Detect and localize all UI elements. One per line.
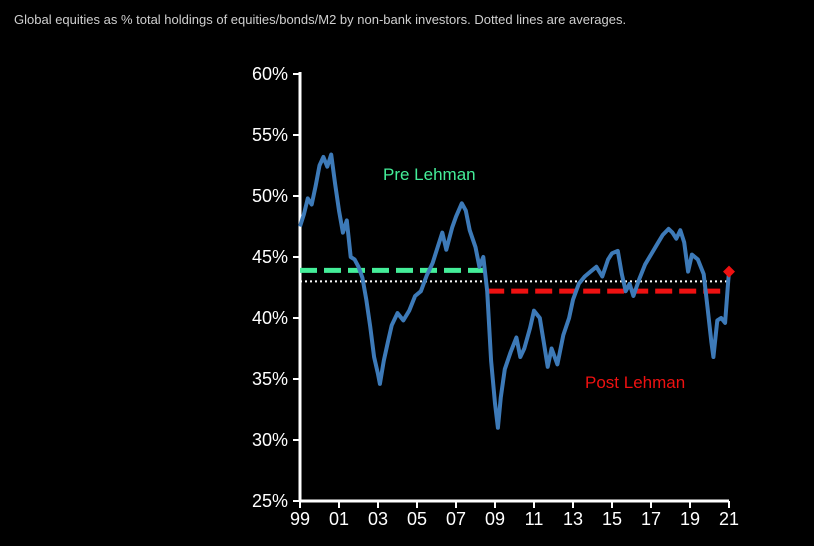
y-tick-label: 60% [252,64,288,84]
y-tick-label: 55% [252,125,288,145]
x-tick-label: 99 [290,509,310,529]
x-tick-label: 11 [525,509,544,529]
y-tick-label: 25% [252,491,288,511]
y-tick-label: 50% [252,186,288,206]
y-tick-label: 35% [252,369,288,389]
x-tick-label: 13 [563,509,583,529]
y-tick-label: 30% [252,430,288,450]
x-tick-label: 03 [368,509,388,529]
x-tick-label: 15 [602,509,622,529]
annotations: Pre Lehman Post Lehman [383,165,685,392]
x-tick-label: 05 [407,509,427,529]
series-group [298,152,735,430]
annotation-label: Pre Lehman [383,165,476,184]
x-tick-label: 21 [719,509,739,529]
annotation-label: Post Lehman [585,373,685,392]
latest-point-marker [723,265,735,278]
y-tick-label: 45% [252,247,288,267]
y-tick-label: 40% [252,308,288,328]
chart-axes: 25% 30% 35% 40% 45% 50% 55% 60% 99 01 03 05 07 09 11 13… [252,64,739,529]
x-tick-label: 09 [485,509,505,529]
reference-lines [300,267,729,294]
x-tick-label: 17 [641,509,661,529]
x-tick-label: 01 [329,509,349,529]
series-line [298,152,731,430]
x-tick-label: 07 [446,509,466,529]
x-tick-label: 19 [680,509,700,529]
chart-title: Global equities as % total holdings of e… [14,12,627,27]
